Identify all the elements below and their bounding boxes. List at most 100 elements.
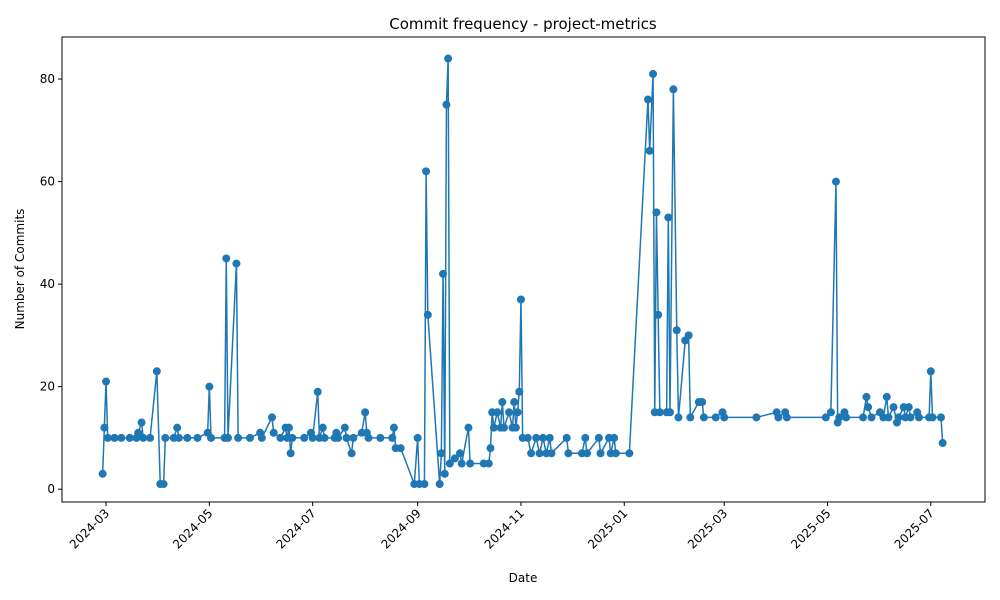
point xyxy=(674,413,683,422)
point xyxy=(269,428,278,437)
point xyxy=(867,413,876,422)
point xyxy=(152,367,161,376)
point xyxy=(245,433,254,442)
point xyxy=(174,433,183,442)
point xyxy=(173,423,182,432)
point xyxy=(300,433,309,442)
point xyxy=(884,413,893,422)
point xyxy=(437,449,446,458)
point xyxy=(513,408,522,417)
point xyxy=(347,449,356,458)
point xyxy=(388,433,397,442)
point xyxy=(535,449,544,458)
point xyxy=(904,403,913,412)
point xyxy=(420,480,429,489)
point xyxy=(545,433,554,442)
point xyxy=(268,413,277,422)
y-axis-label: Number of Commits xyxy=(13,209,27,330)
point xyxy=(882,392,891,401)
point xyxy=(276,433,285,442)
y-tick-label: 40 xyxy=(40,277,55,291)
point xyxy=(510,398,519,407)
y-tick-label: 80 xyxy=(40,72,55,86)
point xyxy=(649,69,658,78)
point xyxy=(340,423,349,432)
point xyxy=(313,387,322,396)
point xyxy=(125,433,134,442)
point xyxy=(493,408,502,417)
point xyxy=(489,423,498,432)
point xyxy=(698,398,707,407)
point xyxy=(318,423,327,432)
point xyxy=(288,433,297,442)
point xyxy=(455,449,464,458)
point xyxy=(486,444,495,453)
point xyxy=(926,367,935,376)
point xyxy=(205,382,214,391)
point xyxy=(664,213,673,222)
point xyxy=(137,418,146,427)
point xyxy=(334,433,343,442)
point xyxy=(146,433,155,442)
point xyxy=(711,413,720,422)
point xyxy=(643,95,652,104)
point xyxy=(515,387,524,396)
point xyxy=(349,433,358,442)
point xyxy=(161,433,170,442)
point xyxy=(257,433,266,442)
point xyxy=(440,469,449,478)
point xyxy=(413,433,422,442)
point xyxy=(284,423,293,432)
x-axis-label: Date xyxy=(509,571,538,585)
point xyxy=(581,433,590,442)
point xyxy=(159,480,168,489)
y-tick-label: 20 xyxy=(40,380,55,394)
point xyxy=(889,403,898,412)
point xyxy=(669,85,678,94)
point xyxy=(286,449,295,458)
point xyxy=(364,433,373,442)
point xyxy=(645,146,654,155)
point xyxy=(720,413,729,422)
point xyxy=(596,449,605,458)
point xyxy=(610,433,619,442)
point xyxy=(435,480,444,489)
point xyxy=(484,459,493,468)
point xyxy=(183,433,192,442)
point xyxy=(450,454,459,463)
point xyxy=(564,449,573,458)
plot-frame xyxy=(61,36,986,503)
point xyxy=(376,433,385,442)
point xyxy=(466,459,475,468)
point xyxy=(928,413,937,422)
point xyxy=(423,310,432,319)
point xyxy=(611,449,620,458)
point xyxy=(835,413,844,422)
point xyxy=(308,433,317,442)
point xyxy=(457,459,466,468)
point xyxy=(532,433,541,442)
point xyxy=(594,433,603,442)
point xyxy=(538,433,547,442)
point xyxy=(396,444,405,453)
point xyxy=(134,428,143,437)
point xyxy=(894,413,903,422)
chart-title: Commit frequency - project-metrics xyxy=(389,15,657,33)
point xyxy=(782,413,791,422)
point xyxy=(774,413,783,422)
point xyxy=(100,423,109,432)
point xyxy=(445,459,454,468)
point xyxy=(625,449,634,458)
point xyxy=(422,167,431,176)
point xyxy=(505,408,514,417)
point xyxy=(442,100,451,109)
point xyxy=(652,208,661,217)
point xyxy=(862,392,871,401)
point xyxy=(361,408,370,417)
y-tick-label: 0 xyxy=(47,482,55,496)
point xyxy=(864,403,873,412)
point xyxy=(842,413,851,422)
point xyxy=(547,449,556,458)
